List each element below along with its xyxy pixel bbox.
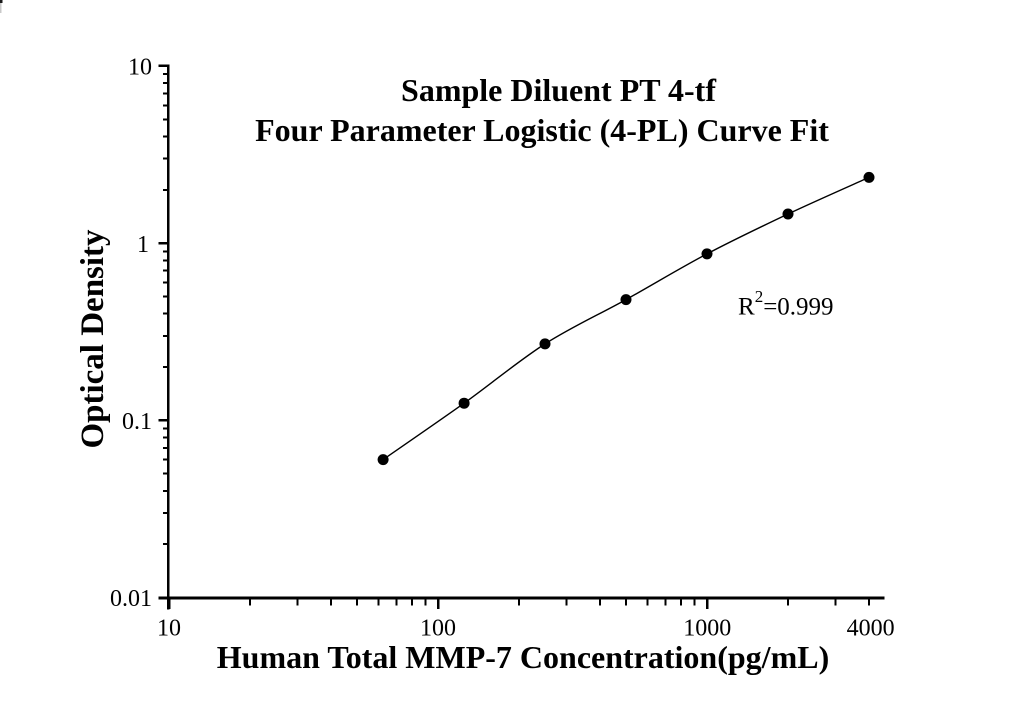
- svg-text:R2=0.999: R2=0.999: [738, 287, 834, 321]
- svg-text:Four Parameter Logistic (4-PL): Four Parameter Logistic (4-PL) Curve Fit: [255, 112, 829, 148]
- svg-text:0.01: 0.01: [110, 586, 152, 612]
- svg-text:1: 1: [137, 232, 149, 258]
- svg-text:Human Total MMP-7 Concentratio: Human Total MMP-7 Concentration(pg/mL): [217, 639, 829, 675]
- svg-text:4000: 4000: [847, 616, 895, 642]
- svg-text:100: 100: [420, 616, 456, 642]
- svg-text:10: 10: [157, 616, 181, 642]
- svg-text:1000: 1000: [683, 616, 731, 642]
- svg-text:Optical Density: Optical Density: [75, 229, 111, 449]
- svg-text:0.1: 0.1: [122, 409, 152, 435]
- svg-text:Sample Diluent PT 4-tf: Sample Diluent PT 4-tf: [401, 72, 716, 108]
- svg-text:10: 10: [128, 55, 152, 81]
